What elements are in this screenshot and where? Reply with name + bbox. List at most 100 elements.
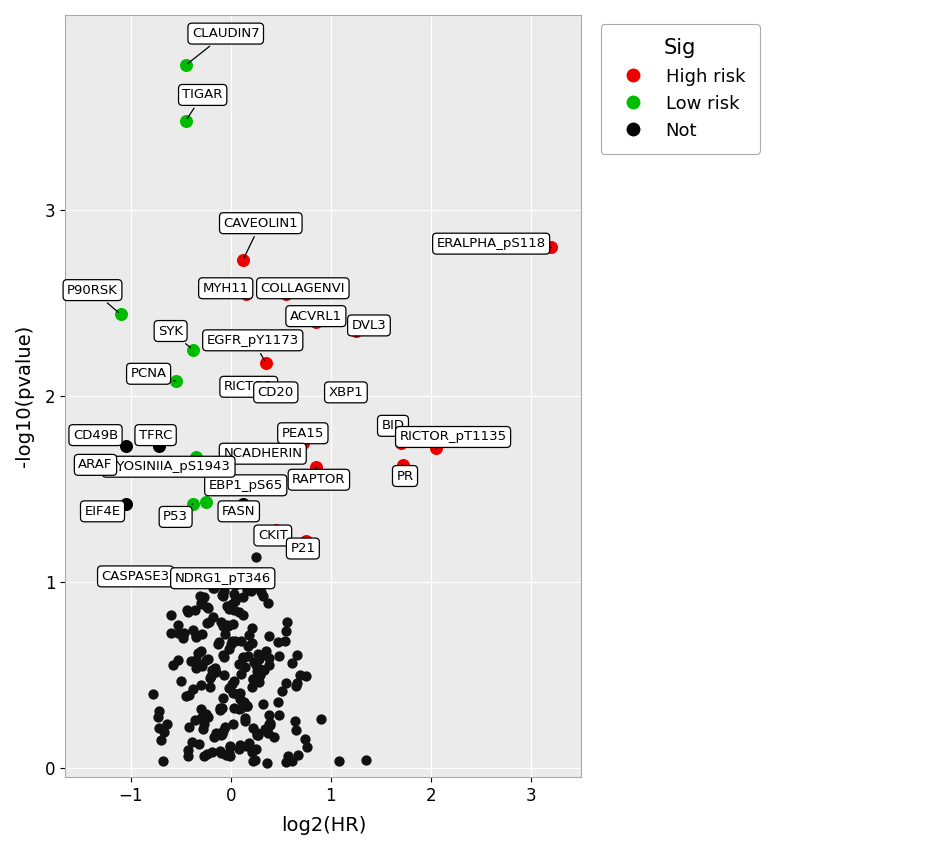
- Point: [229, 688, 244, 701]
- Point: [222, 740, 238, 753]
- Point: [253, 662, 268, 676]
- Point: [349, 324, 364, 337]
- Point: [240, 649, 256, 663]
- Point: [239, 583, 255, 597]
- Point: [323, 389, 338, 403]
- Point: [249, 743, 264, 756]
- Point: [226, 674, 241, 688]
- Point: [261, 708, 276, 722]
- Point: [308, 315, 323, 329]
- Point: [206, 581, 221, 595]
- Point: [246, 721, 261, 734]
- Point: [200, 652, 216, 666]
- Point: [237, 660, 252, 673]
- Point: [248, 551, 263, 564]
- Point: [262, 716, 277, 729]
- Point: [277, 634, 293, 648]
- Point: [196, 722, 211, 735]
- Point: [259, 756, 275, 770]
- Point: [215, 588, 230, 602]
- Point: [238, 287, 254, 301]
- Point: [236, 608, 251, 621]
- Point: [170, 653, 185, 666]
- Text: ERALPHA_pS118: ERALPHA_pS118: [437, 237, 551, 250]
- Point: [256, 664, 272, 677]
- Point: [194, 644, 209, 658]
- Point: [238, 711, 253, 725]
- Text: P53: P53: [163, 504, 193, 524]
- Point: [212, 701, 227, 715]
- Point: [257, 722, 273, 735]
- Point: [195, 597, 210, 610]
- Point: [195, 659, 210, 672]
- Point: [393, 436, 408, 450]
- Point: [241, 628, 256, 642]
- Point: [192, 589, 207, 603]
- Point: [183, 654, 199, 668]
- Point: [235, 651, 250, 665]
- Point: [186, 682, 201, 695]
- Text: CD49B: CD49B: [73, 428, 125, 446]
- Point: [290, 748, 305, 762]
- Point: [221, 602, 237, 615]
- Point: [156, 726, 171, 740]
- Point: [152, 704, 167, 717]
- Point: [298, 535, 314, 548]
- Text: P90RSK: P90RSK: [67, 284, 119, 313]
- Point: [181, 720, 197, 734]
- Text: ARAF: ARAF: [78, 458, 121, 472]
- Point: [244, 745, 259, 759]
- Point: [395, 458, 410, 472]
- Point: [203, 571, 218, 585]
- Point: [178, 59, 193, 72]
- Point: [199, 707, 214, 721]
- Point: [178, 114, 193, 128]
- Point: [292, 668, 307, 682]
- Point: [271, 708, 286, 722]
- Point: [252, 668, 267, 682]
- Point: [278, 756, 294, 769]
- Point: [212, 745, 227, 758]
- Text: SYK: SYK: [158, 325, 191, 348]
- Point: [225, 717, 240, 730]
- Point: [218, 748, 234, 762]
- Point: [213, 746, 228, 760]
- Point: [262, 717, 277, 730]
- Point: [220, 748, 236, 762]
- Point: [198, 654, 213, 667]
- Point: [298, 669, 314, 683]
- Point: [297, 733, 313, 746]
- Point: [197, 591, 212, 604]
- Point: [244, 636, 259, 649]
- Point: [173, 675, 188, 688]
- Point: [207, 661, 222, 675]
- Point: [271, 649, 286, 663]
- Point: [249, 727, 264, 740]
- Point: [177, 626, 192, 639]
- Point: [229, 591, 244, 604]
- Point: [236, 253, 251, 267]
- Point: [252, 652, 267, 666]
- Point: [176, 632, 191, 645]
- Point: [236, 695, 251, 709]
- Point: [221, 746, 237, 760]
- Point: [180, 743, 195, 756]
- Text: TIGAR: TIGAR: [182, 88, 223, 119]
- Point: [236, 590, 251, 604]
- Point: [218, 720, 233, 734]
- Point: [231, 742, 246, 756]
- Point: [170, 626, 185, 639]
- Point: [216, 691, 231, 705]
- Point: [221, 642, 237, 655]
- Point: [254, 479, 269, 492]
- Point: [180, 749, 196, 762]
- Point: [160, 717, 175, 730]
- Point: [241, 736, 256, 750]
- Point: [191, 737, 206, 751]
- Point: [262, 718, 277, 732]
- Point: [216, 649, 231, 662]
- Point: [245, 672, 260, 686]
- Point: [271, 695, 286, 709]
- Point: [208, 666, 223, 679]
- Point: [227, 594, 242, 608]
